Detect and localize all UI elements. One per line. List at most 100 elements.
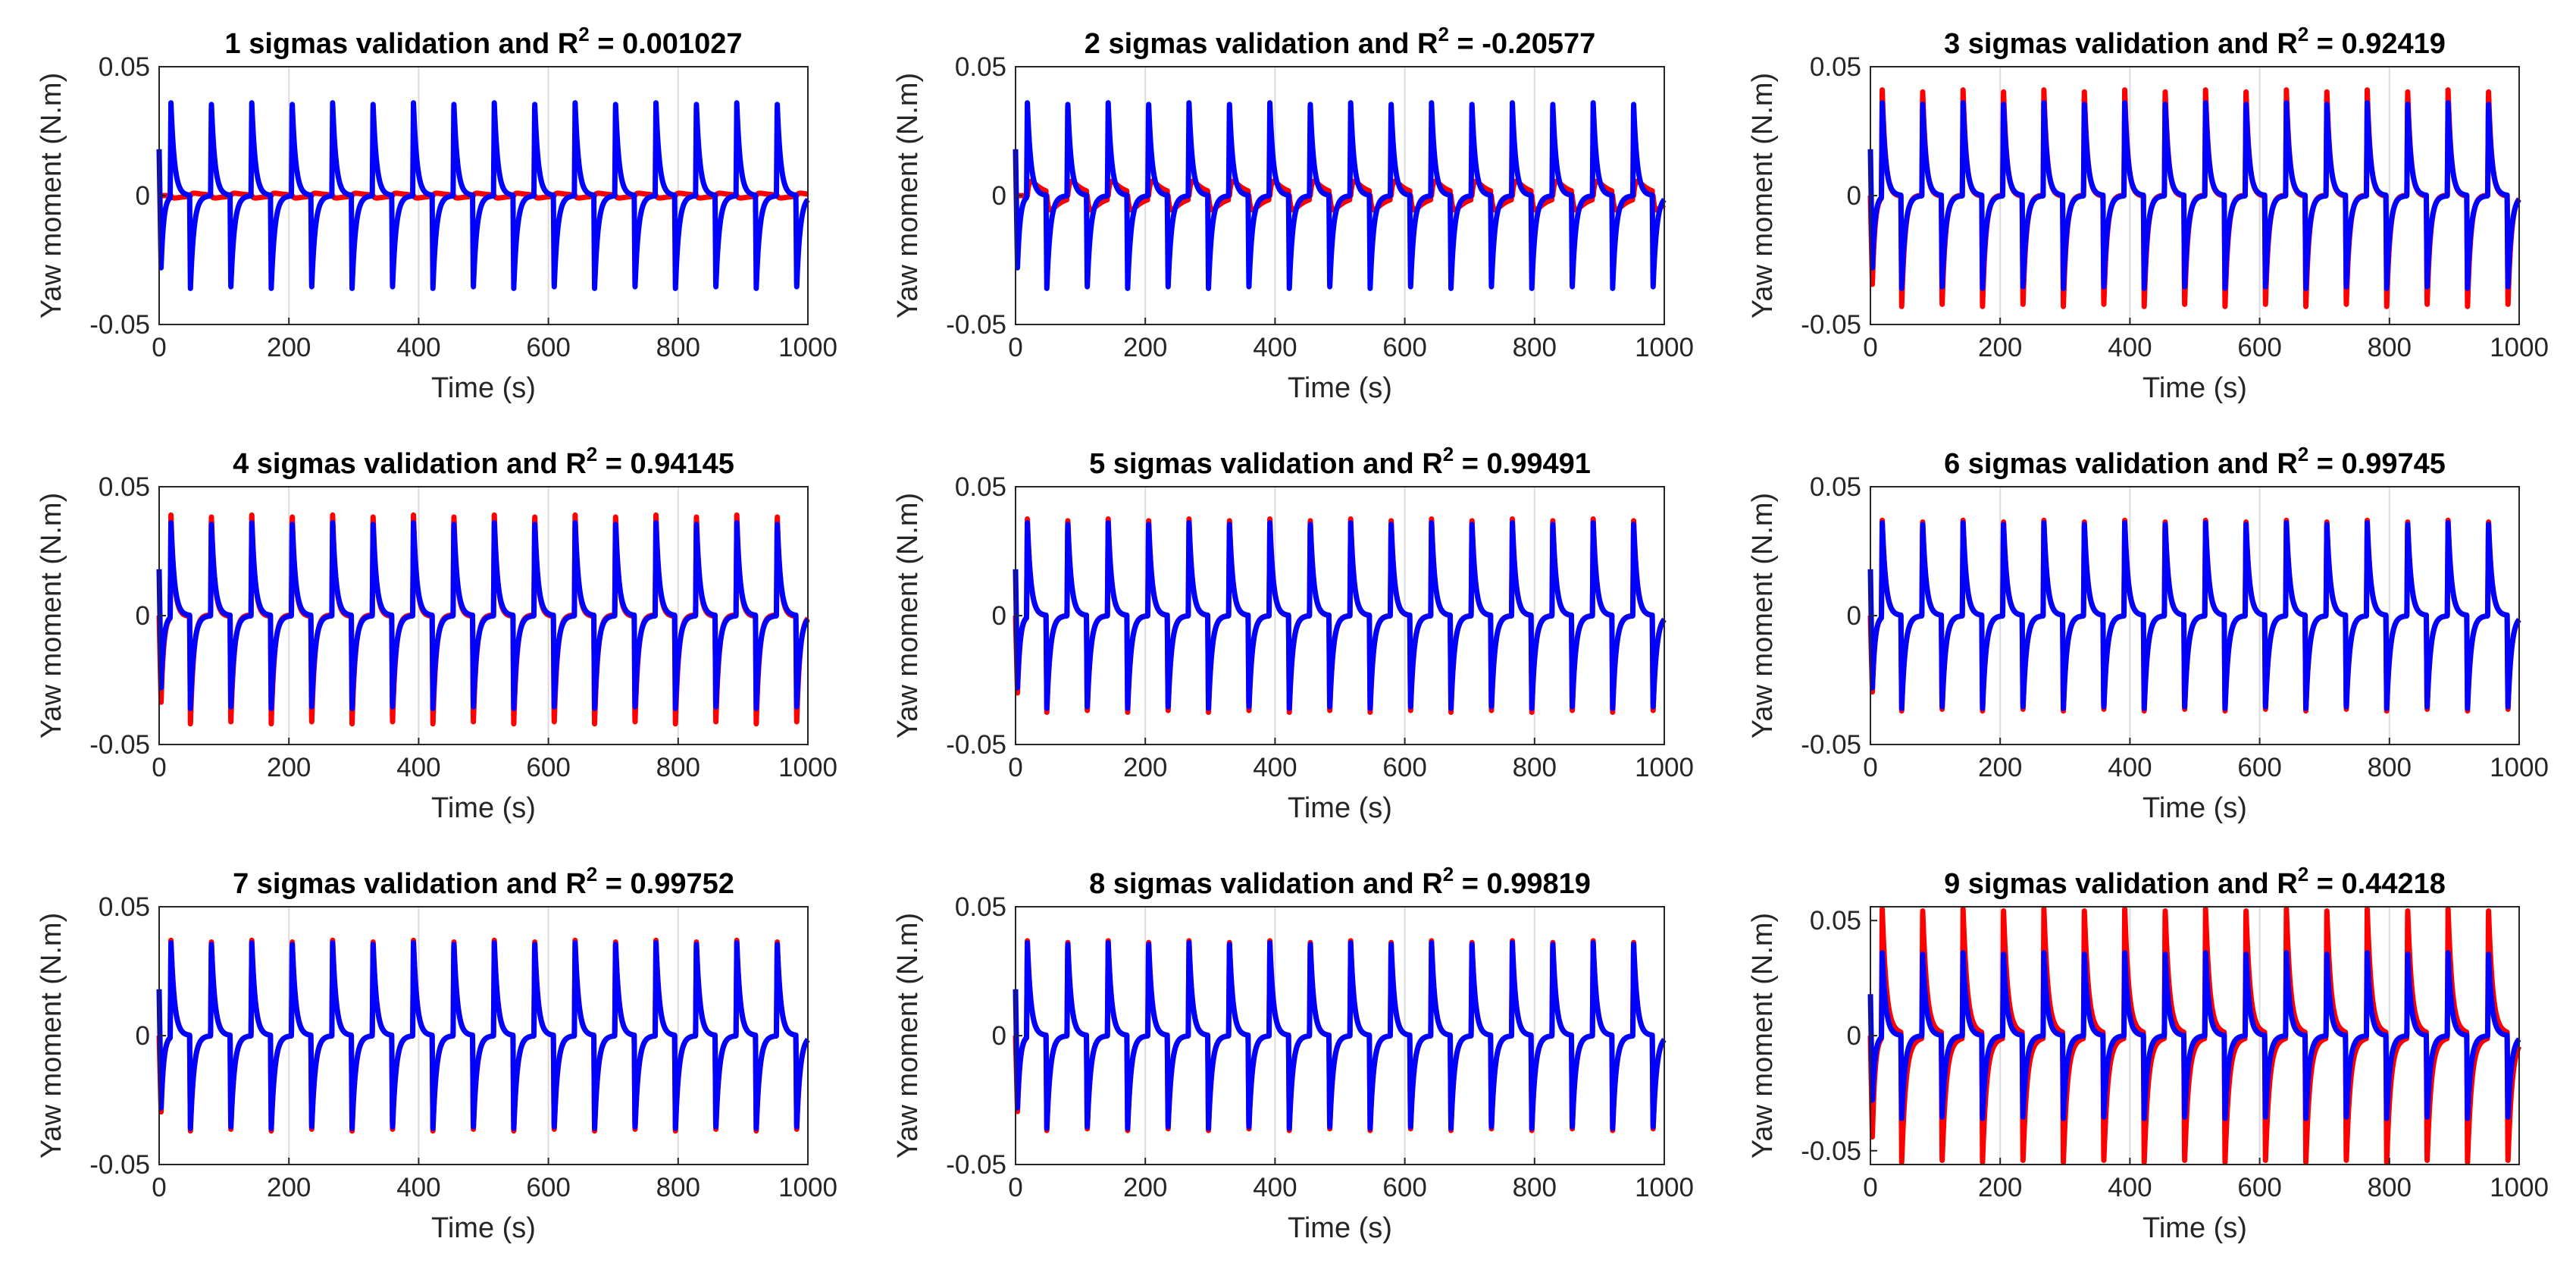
y-tick-label: 0.05: [99, 472, 150, 502]
x-tick-label: 0: [152, 753, 166, 782]
x-axis-label: Time (s): [1288, 1212, 1392, 1244]
series-measured: [156, 940, 811, 1131]
plot-title: 4 sigmas validation and R2 = 0.94145: [233, 443, 734, 480]
y-tick-label: -0.05: [89, 1150, 150, 1180]
series-measured: [1013, 520, 1667, 711]
y-axis-label: Yaw moment (N.m): [1747, 913, 1779, 1158]
y-axis-label: Yaw moment (N.m): [1747, 493, 1779, 738]
y-tick-label: 0: [992, 1021, 1006, 1051]
y-tick-label: 0: [136, 1021, 150, 1051]
x-tick-label: 1000: [2490, 1173, 2549, 1202]
series-measured: [1867, 520, 2522, 711]
y-tick-label: 0: [136, 181, 150, 211]
y-tick-label: -0.05: [946, 730, 1006, 760]
y-tick-label: 0.05: [1810, 52, 1861, 82]
x-axis-label: Time (s): [431, 1212, 536, 1244]
x-tick-label: 1000: [2490, 333, 2549, 362]
plot-title: 2 sigmas validation and R2 = -0.20577: [1085, 23, 1595, 60]
x-axis-label: Time (s): [431, 372, 536, 404]
x-tick-label: 0: [1863, 1173, 1877, 1202]
series-measured: [1867, 100, 2522, 291]
x-tick-label: 200: [1123, 1173, 1167, 1202]
x-tick-label: 800: [1513, 333, 1557, 362]
series-measured: [156, 520, 811, 711]
y-tick-label: 0.05: [99, 892, 150, 922]
y-tick-label: 0: [992, 601, 1006, 631]
x-tick-label: 200: [267, 753, 311, 782]
x-tick-label: 0: [1008, 333, 1022, 362]
y-axis-label: Yaw moment (N.m): [1747, 73, 1779, 318]
y-tick-label: 0.05: [955, 472, 1006, 502]
x-tick-label: 600: [1382, 1173, 1426, 1202]
x-tick-label: 600: [2237, 333, 2281, 362]
y-tick-label: -0.05: [1801, 310, 1861, 340]
x-tick-label: 0: [152, 1173, 166, 1202]
x-tick-label: 1000: [1635, 333, 1694, 362]
x-tick-label: 800: [2368, 753, 2412, 782]
plot-title: 1 sigmas validation and R2 = 0.001027: [225, 23, 743, 60]
x-tick-label: 600: [2237, 753, 2281, 782]
x-tick-label: 0: [1863, 333, 1877, 362]
x-tick-label: 0: [1008, 1173, 1022, 1202]
x-tick-label: 200: [1978, 1173, 2022, 1202]
x-tick-label: 600: [1382, 753, 1426, 782]
x-tick-label: 0: [1008, 753, 1022, 782]
x-tick-label: 800: [1513, 753, 1557, 782]
x-tick-label: 400: [2108, 333, 2152, 362]
x-tick-label: 800: [2368, 333, 2412, 362]
series-measured: [1013, 100, 1667, 291]
y-tick-label: 0.05: [1810, 906, 1861, 936]
plot-title: 9 sigmas validation and R2 = 0.44218: [1944, 863, 2446, 900]
y-tick-label: -0.05: [946, 310, 1006, 340]
x-tick-label: 200: [1978, 753, 2022, 782]
x-tick-label: 800: [1513, 1173, 1557, 1202]
x-tick-label: 600: [1382, 333, 1426, 362]
x-tick-label: 1000: [2490, 753, 2549, 782]
x-axis-label: Time (s): [2142, 1212, 2247, 1244]
y-axis-label: Yaw moment (N.m): [892, 493, 924, 738]
x-tick-label: 800: [656, 1173, 700, 1202]
x-axis-label: Time (s): [1288, 792, 1392, 824]
y-axis-label: Yaw moment (N.m): [892, 913, 924, 1158]
y-tick-label: -0.05: [89, 730, 150, 760]
y-tick-label: 0.05: [955, 892, 1006, 922]
y-axis-label: Yaw moment (N.m): [36, 493, 67, 738]
plot-title: 5 sigmas validation and R2 = 0.99491: [1089, 443, 1591, 480]
x-tick-label: 800: [656, 753, 700, 782]
x-tick-label: 400: [2108, 753, 2152, 782]
x-axis-label: Time (s): [2142, 792, 2247, 824]
series-measured: [1867, 950, 2522, 1121]
x-tick-label: 400: [1253, 753, 1297, 782]
x-tick-label: 800: [2368, 1173, 2412, 1202]
x-tick-label: 600: [526, 753, 570, 782]
x-axis-label: Time (s): [431, 792, 536, 824]
y-tick-label: 0.05: [99, 52, 150, 82]
y-tick-label: 0: [1847, 1021, 1861, 1051]
plot-title: 3 sigmas validation and R2 = 0.92419: [1944, 23, 2446, 60]
x-tick-label: 400: [1253, 333, 1297, 362]
x-axis-label: Time (s): [2142, 372, 2247, 404]
y-tick-label: 0: [136, 601, 150, 631]
x-tick-label: 400: [396, 1173, 440, 1202]
x-tick-label: 600: [526, 1173, 570, 1202]
y-tick-label: -0.05: [1801, 1136, 1861, 1166]
x-tick-label: 800: [656, 333, 700, 362]
y-tick-label: 0.05: [955, 52, 1006, 82]
x-tick-label: 600: [2237, 1173, 2281, 1202]
y-axis-label: Yaw moment (N.m): [36, 913, 67, 1158]
x-tick-label: 200: [267, 333, 311, 362]
plot-title: 6 sigmas validation and R2 = 0.99745: [1944, 443, 2446, 480]
x-tick-label: 200: [1978, 333, 2022, 362]
series-measured: [1013, 940, 1667, 1131]
x-tick-label: 1000: [1635, 753, 1694, 782]
y-tick-label: 0: [1847, 601, 1861, 631]
x-tick-label: 200: [1123, 753, 1167, 782]
